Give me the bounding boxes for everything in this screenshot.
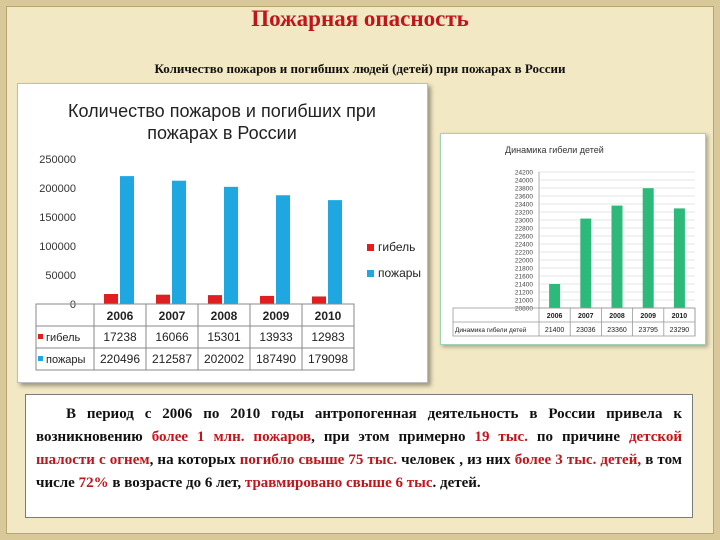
y-tick-label: 100000 [39, 241, 76, 253]
data-label: 17238 [103, 330, 137, 344]
summary-text: В период с 2006 по 2010 годы антропогенн… [25, 394, 693, 518]
data-label: 13933 [259, 330, 293, 344]
text-highlight: 72% [78, 475, 109, 491]
bar-deaths [156, 294, 170, 304]
text-part: , при этом примерно [311, 429, 475, 445]
bar-children [642, 188, 654, 308]
text-highlight: детской шалости с огнем [36, 429, 682, 468]
data-label: 179098 [308, 352, 348, 366]
children-chart: Динамика гибели детей2080021000212002140… [452, 145, 696, 337]
y-tick-label: 23200 [515, 210, 533, 217]
text-part: в возрасте до 6 лет, [108, 475, 245, 491]
y-tick-label: 23000 [515, 218, 533, 225]
data-label: 21400 [545, 327, 565, 334]
fires-chart: Количество пожаров и погибших при пожарах… [35, 101, 421, 371]
x-tick-label: 2009 [640, 313, 656, 320]
y-tick-label: 0 [70, 299, 76, 311]
legend-key [367, 244, 374, 251]
text-highlight: 19 тыс. [474, 429, 528, 445]
bar-fires [224, 186, 238, 304]
data-label: 212587 [152, 352, 192, 366]
chart-title: Количество пожаров и погибших при пожарах… [68, 101, 376, 143]
x-tick-label: 2007 [159, 309, 186, 323]
y-tick-label: 200000 [39, 183, 76, 195]
table-legend-key [38, 356, 43, 361]
data-label: 187490 [256, 352, 296, 366]
table-series-name: пожары [46, 354, 86, 366]
data-label: 23290 [670, 327, 690, 334]
text-part: . детей. [432, 475, 481, 491]
legend-label: пожары [378, 266, 421, 280]
bar-deaths [312, 296, 326, 304]
text-highlight: более 1 млн. пожаров [151, 429, 312, 445]
y-tick-label: 21600 [515, 274, 533, 281]
text-part: человек , из них [397, 452, 515, 468]
bar-children [673, 208, 685, 308]
x-tick-label: 2006 [107, 309, 134, 323]
y-tick-label: 21400 [515, 282, 533, 289]
x-tick-label: 2008 [609, 313, 625, 320]
legend-label: гибель [378, 240, 415, 254]
bar-children [611, 205, 623, 308]
y-tick-label: 24200 [515, 170, 533, 177]
y-tick-label: 23600 [515, 194, 533, 201]
children-chart-panel: Динамика гибели детей 20800 21000 21200 2140… [440, 133, 706, 345]
y-tick-label: 21200 [515, 290, 533, 297]
bar-fires [328, 200, 342, 304]
chart-title: Динамика гибели детей [505, 145, 604, 155]
fires-chart-panel: Количество пожаров и погибших при пожарах… [17, 83, 428, 383]
bar-fires [120, 176, 134, 304]
bar-fires [172, 180, 186, 304]
data-label: 220496 [100, 352, 140, 366]
data-label: 23036 [576, 327, 596, 334]
data-label: 23360 [607, 327, 627, 334]
y-tick-label: 21800 [515, 266, 533, 273]
legend-key [367, 270, 374, 277]
y-tick-label: 22600 [515, 234, 533, 241]
bar-deaths [104, 294, 118, 304]
y-tick-label: 20800 [515, 306, 533, 313]
data-label: 23795 [638, 327, 658, 334]
y-tick-label: 21000 [515, 298, 533, 305]
text-part: , на которых [149, 452, 240, 468]
y-tick-label: 250000 [39, 154, 76, 166]
slide-title: Пожарная опасность [251, 6, 469, 31]
bar-fires [276, 195, 290, 304]
x-tick-label: 2006 [547, 313, 563, 320]
text-part: в том числе [36, 452, 683, 491]
y-tick-label: 22200 [515, 250, 533, 257]
bar-deaths [260, 295, 274, 304]
table-series-name: Динамика гибели детей [455, 326, 527, 334]
text-highlight: травмировано свыше 6 тыс [244, 475, 433, 491]
y-tick-label: 22400 [515, 242, 533, 249]
x-tick-label: 2008 [211, 309, 238, 323]
table-legend-key [38, 334, 43, 339]
data-label: 15301 [207, 330, 241, 344]
y-tick-label: 22000 [515, 258, 533, 265]
y-tick-label: 150000 [39, 212, 76, 224]
text-highlight: погибло свыше 75 тыс. [239, 452, 397, 468]
bar-children [580, 218, 592, 308]
y-tick-label: 22800 [515, 226, 533, 233]
text-part: В период с 2006 по 2010 годы антропогенн… [36, 406, 682, 445]
bar-deaths [208, 295, 222, 304]
data-label: 12983 [311, 330, 345, 344]
x-tick-label: 2007 [578, 313, 594, 320]
data-label: 16066 [155, 330, 189, 344]
data-label: 202002 [204, 352, 244, 366]
text-part: по причине [527, 429, 629, 445]
slide-subtitle: Количество пожаров и погибших людей (дет… [154, 61, 566, 76]
y-tick-label: 50000 [45, 270, 76, 282]
y-tick-label: 23800 [515, 186, 533, 193]
x-tick-label: 2010 [315, 309, 342, 323]
y-tick-label: 24000 [515, 178, 533, 185]
x-tick-label: 2009 [263, 309, 290, 323]
y-tick-label: 23400 [515, 202, 533, 209]
x-tick-label: 2010 [672, 313, 688, 320]
text-highlight: более 3 тыс. детей, [514, 452, 642, 468]
table-series-name: гибель [46, 332, 81, 344]
bar-children [549, 284, 561, 308]
